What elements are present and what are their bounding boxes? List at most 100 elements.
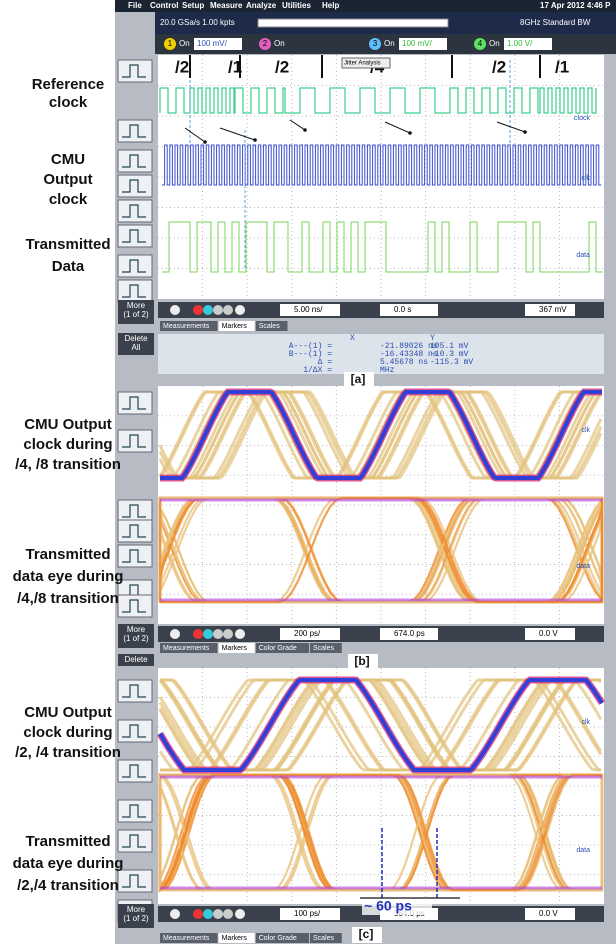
readout-value: MHz: [380, 366, 395, 375]
divider-label: /2: [175, 57, 189, 76]
signal-label: CMU: [51, 151, 85, 168]
trace-tag: clk: [581, 427, 590, 434]
delete-label: All: [132, 343, 141, 352]
toolbar-button: [235, 305, 245, 315]
signal-label: CMU Output: [24, 704, 111, 721]
toolbar-trigger: 0.0 V: [539, 909, 558, 918]
signal-label: Transmitted: [25, 833, 110, 850]
tool-icon: [118, 520, 152, 542]
toolbar-trigger: 367 mV: [539, 305, 567, 314]
trace-tag: clock: [574, 115, 590, 122]
signal-label: /2, /4 transition: [15, 744, 121, 761]
channel-scale: 100 mV/: [402, 39, 433, 48]
tool-icon: [118, 430, 152, 452]
signal-label: clock: [49, 191, 88, 208]
toolbar-button: [193, 909, 203, 919]
more-label: (1 of 2): [123, 634, 149, 643]
arrow-head: [203, 140, 207, 144]
trace-tag: data: [576, 847, 590, 854]
toolbar-button: [223, 909, 233, 919]
menu-item: Setup: [182, 1, 204, 10]
arrow-head: [303, 128, 307, 132]
tab-label: Scales: [313, 935, 335, 942]
menu-item: Control: [150, 1, 178, 10]
menu-item: File: [128, 1, 142, 10]
date-time: 17 Apr 2012 4:46 P: [540, 1, 611, 10]
tool-icon: [118, 200, 152, 222]
more-label: More: [127, 625, 146, 634]
dialog-title: Jitter Analysis: [344, 61, 381, 67]
signal-label: data eye during: [13, 855, 124, 872]
tool-icon: [118, 255, 152, 277]
tab-label: Measurements: [163, 935, 210, 942]
channel-number: 2: [263, 39, 268, 48]
menu-item: Analyze: [246, 1, 277, 10]
signal-label: CMU Output: [24, 416, 111, 433]
tool-icon: [118, 225, 152, 247]
tab-label: Markers: [222, 323, 248, 330]
more-label: More: [127, 905, 146, 914]
trace-tag: clk: [581, 719, 590, 726]
divider-label: /1: [555, 57, 569, 76]
readout-value: -115.3 mV: [430, 358, 473, 367]
signal-label: /2,/4 transition: [17, 877, 119, 894]
tab-label: Color Grade: [259, 935, 297, 942]
channel-number: 3: [373, 39, 378, 48]
tool-icon: [118, 500, 152, 522]
toolbar-button: [235, 909, 245, 919]
signal-label: Reference: [32, 76, 105, 93]
signal-label: data eye during: [13, 568, 124, 585]
signal-label: clock during: [23, 724, 112, 741]
more-label: More: [127, 301, 146, 310]
toolbar-button: [213, 909, 223, 919]
tab-label: Scales: [259, 323, 281, 330]
channel-scale: 1.00 V/: [507, 39, 533, 48]
tab-label: Measurements: [163, 323, 210, 330]
channel-number: 4: [478, 39, 483, 48]
tool-icon: [118, 120, 152, 142]
toolbar-button: [223, 305, 233, 315]
toolbar-delay: 0.0 s: [394, 305, 411, 314]
annotation: ~ 60 ps: [364, 898, 412, 914]
channel-scale: 100 mV/: [197, 39, 228, 48]
tool-icon: [118, 545, 152, 567]
tool-icon: [118, 392, 152, 414]
arrow-head: [253, 138, 257, 142]
tab-label: Markers: [222, 645, 248, 652]
menu-item: Measure: [210, 1, 243, 10]
toolbar-delay: 674.0 ps: [394, 629, 425, 638]
signal-label: Output: [43, 171, 92, 188]
arrow-head: [523, 130, 527, 134]
toolbar-button: [170, 629, 180, 639]
signal-label: clock: [49, 94, 88, 111]
tool-icon: [118, 595, 152, 617]
menu-item: Utilities: [282, 1, 311, 10]
tab-label: Measurements: [163, 645, 210, 652]
bandwidth: 8GHz Standard BW: [520, 18, 591, 27]
tab-label: Scales: [313, 645, 335, 652]
tool-icon: [118, 760, 152, 782]
tool-icon: [118, 830, 152, 852]
tab-label: Color Grade: [259, 645, 297, 652]
toolbar-button: [203, 305, 213, 315]
trace-tag: data: [576, 563, 590, 570]
divider-label: /2: [275, 57, 289, 76]
tool-icon: [118, 800, 152, 822]
scope-figure: FileControlSetupMeasureAnalyzeUtilitiesH…: [0, 0, 616, 944]
acquisition-info: 20.0 GSa/s 1.00 kpts: [160, 18, 235, 27]
divider-label: /1: [228, 57, 242, 76]
more-label: (1 of 2): [123, 914, 149, 923]
toolbar-button: [203, 629, 213, 639]
toolbar-button: [203, 909, 213, 919]
more-label: (1 of 2): [123, 310, 149, 319]
toolbar-button: [170, 305, 180, 315]
tool-icon: [118, 60, 152, 82]
toolbar-button: [235, 629, 245, 639]
toolbar-timebase: 100 ps/: [294, 909, 321, 918]
panel-caption: [a]: [351, 372, 366, 386]
panel-caption: [c]: [359, 927, 374, 941]
toolbar-button: [213, 305, 223, 315]
toolbar-trigger: 0.0 V: [539, 629, 558, 638]
toolbar-button: [213, 629, 223, 639]
tool-icon: [118, 870, 152, 892]
